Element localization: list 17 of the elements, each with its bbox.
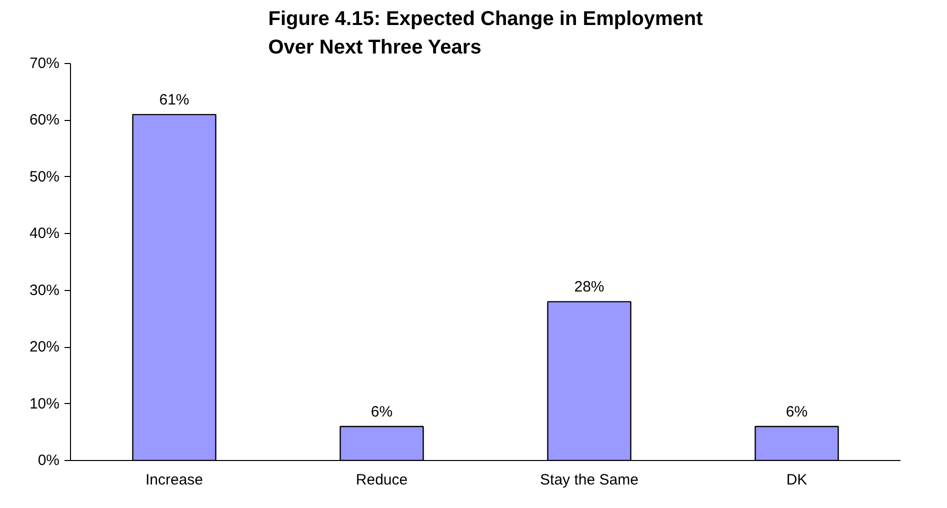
y-tick-label: 20% (29, 338, 60, 356)
y-tick-label: 60% (29, 112, 60, 129)
y-tick-label: 30% (29, 282, 60, 299)
chart-title: Figure 4.15: Expected Change in Employment Over Next Three Years (268, 8, 704, 58)
y-tick-label: 70% (29, 55, 60, 72)
x-tick-label: Stay the Same (540, 472, 638, 488)
data-label: 28% (574, 278, 604, 296)
x-tick-label: Reduce (356, 472, 408, 488)
y-tick-label: 10% (29, 395, 60, 412)
y-tick-label: 40% (29, 225, 60, 242)
x-tick-label: DK (786, 472, 808, 488)
x-tick-label: Increase (145, 472, 204, 488)
data-label: 6% (786, 403, 808, 420)
data-label: 6% (370, 403, 393, 420)
data-label: 61% (159, 92, 190, 109)
y-tick-label: 50% (29, 168, 60, 186)
y-tick-label: 0% (38, 452, 60, 469)
